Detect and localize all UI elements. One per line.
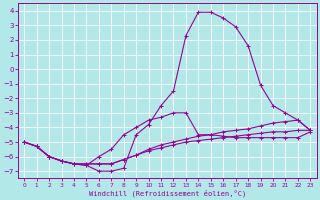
X-axis label: Windchill (Refroidissement éolien,°C): Windchill (Refroidissement éolien,°C) (89, 189, 246, 197)
